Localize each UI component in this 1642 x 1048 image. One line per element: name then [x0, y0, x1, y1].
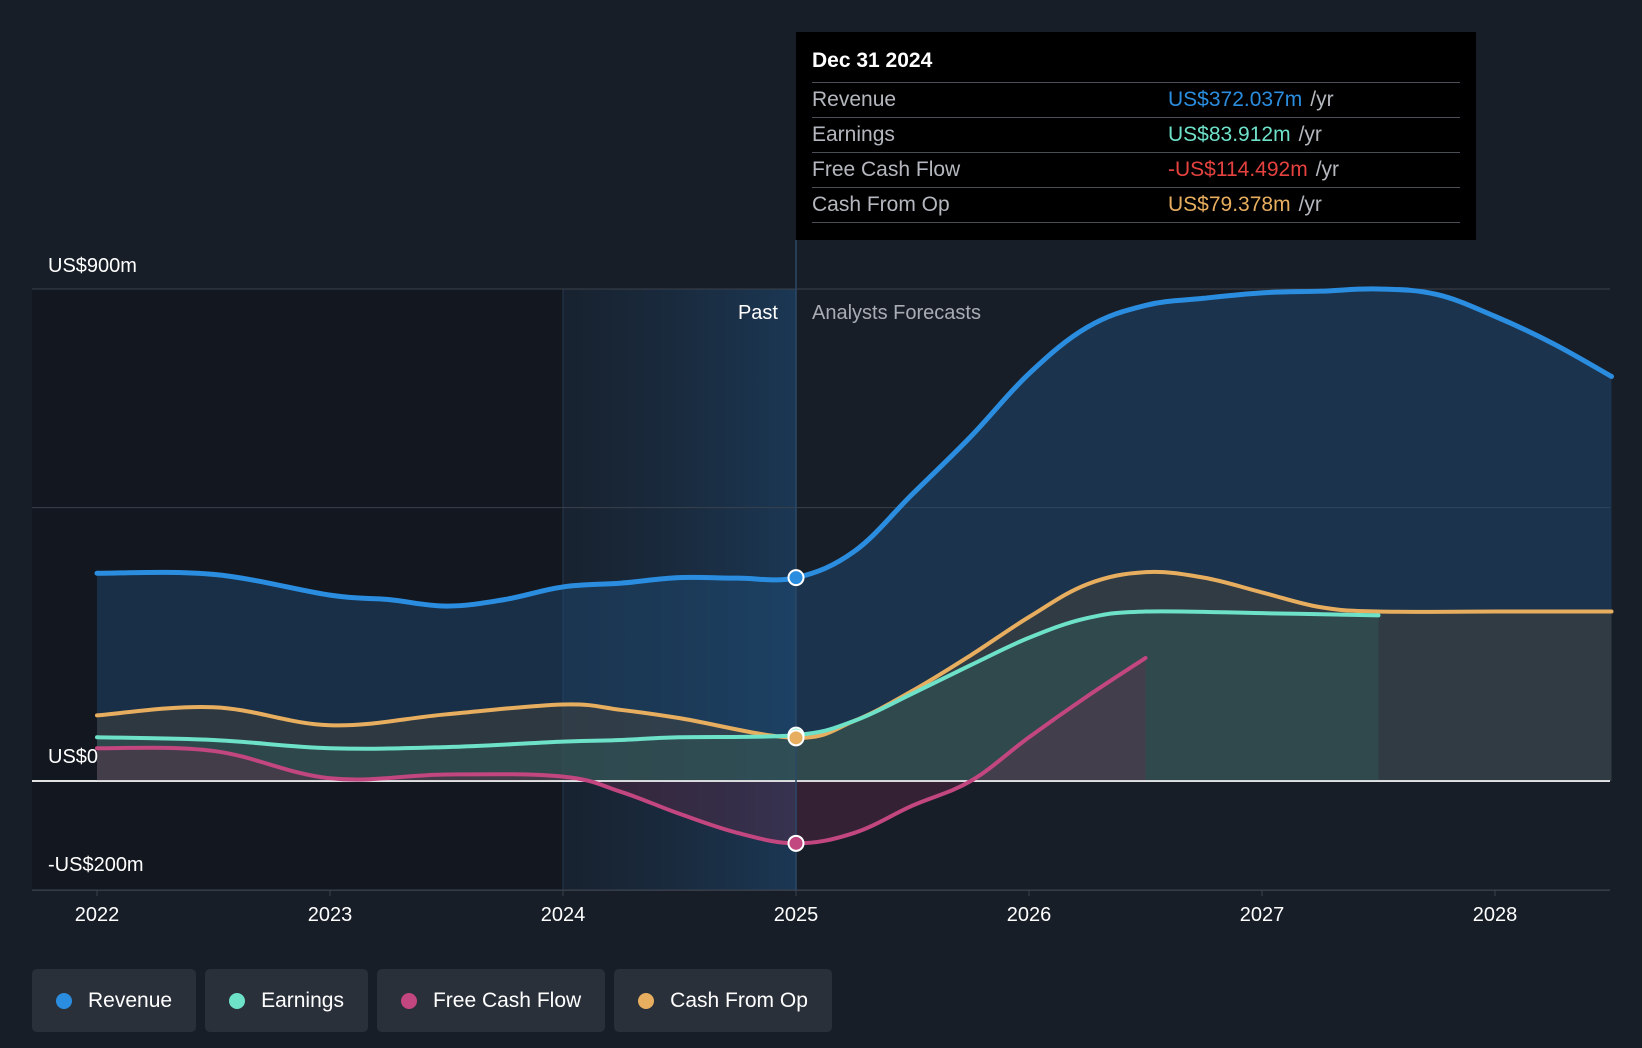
- free-cash-flow-line: [95, 656, 1148, 846]
- x-tick-label: 2024: [541, 904, 586, 926]
- revenue-area: [97, 288, 1612, 781]
- legend-item-free-cash-flow[interactable]: Free Cash Flow: [376, 969, 606, 1032]
- tooltip-date: Dec 31 2024: [812, 49, 933, 72]
- tooltip-unit: /yr: [1310, 88, 1334, 111]
- tooltip-series-name: Earnings: [812, 123, 895, 146]
- tooltip-row: Free Cash Flow -US$114.492m/yr: [812, 152, 1460, 187]
- tooltip-series-value: US$83.912m: [1168, 123, 1291, 146]
- tooltip-row: Earnings US$83.912m/yr: [812, 117, 1460, 152]
- free-cash-flow-area: [97, 658, 1146, 844]
- legend-label: Revenue: [88, 988, 173, 1012]
- cash-from-op-area: [97, 571, 1612, 781]
- tooltip-series-name: Free Cash Flow: [812, 158, 961, 181]
- past-label: Past: [738, 302, 778, 324]
- legend-label: Earnings: [261, 988, 344, 1012]
- x-tick-label: 2026: [1007, 904, 1052, 926]
- tooltip-series-name: Revenue: [812, 88, 897, 111]
- revenue-marker: [787, 569, 805, 587]
- x-tick-label: 2028: [1473, 904, 1518, 926]
- legend-label: Cash From Op: [670, 988, 808, 1012]
- hover-tooltip: Dec 31 2024 Revenue US$372.037m/yr Earning…: [796, 32, 1476, 240]
- tooltip-series-value: US$79.378m: [1168, 193, 1291, 216]
- revenue-line: [94, 286, 1614, 609]
- legend-label: Free Cash Flow: [432, 988, 582, 1012]
- y-axis-label: US$900m: [48, 255, 137, 277]
- legend-dot-icon: [229, 992, 246, 1009]
- free-cash-flow-marker: [787, 834, 805, 852]
- highlight-region: [563, 289, 796, 890]
- legend-item-revenue[interactable]: Revenue: [32, 969, 197, 1032]
- tooltip-series-value: -US$114.492m: [1168, 158, 1308, 181]
- x-tick-label: 2027: [1240, 904, 1285, 926]
- x-tick-label: 2025: [774, 904, 819, 926]
- legend-dot-icon: [400, 992, 417, 1009]
- earnings-line: [95, 609, 1381, 751]
- cash-from-op-line: [95, 569, 1614, 740]
- chart-legend: Revenue Earnings Free Cash Flow Cash From O…: [32, 969, 832, 1032]
- tooltip-unit: /yr: [1298, 123, 1322, 146]
- tooltip-row: Revenue US$372.037m/yr: [812, 82, 1460, 117]
- legend-dot-icon: [56, 992, 72, 1009]
- legend-dot-icon: [638, 992, 655, 1009]
- tooltip-series-name: Cash From Op: [812, 193, 950, 216]
- y-axis-label: US$0: [48, 746, 98, 768]
- tooltip-row: Cash From Op US$79.378m/yr: [812, 187, 1460, 223]
- earnings-area: [97, 611, 1379, 781]
- chart-canvas: Past Analysts Forecasts US$900m US$0 -US$200…: [32, 240, 1614, 926]
- tooltip-unit: /yr: [1298, 193, 1322, 216]
- tooltip-rows: Revenue US$372.037m/yr Earnings US$83.912m /…: [812, 82, 1460, 223]
- x-tick-label: 2023: [308, 904, 353, 926]
- x-tick-label: 2022: [75, 904, 120, 926]
- forecast-label: Analysts Forecasts: [812, 302, 981, 324]
- tooltip-unit: /yr: [1315, 158, 1340, 181]
- tooltip-series-value: US$372.037m: [1168, 88, 1303, 111]
- y-axis-label: -US$200m: [48, 854, 144, 876]
- cash-from-op-marker: [787, 729, 805, 747]
- legend-item-cash-from-op[interactable]: Cash From Op: [614, 969, 832, 1032]
- legend-item-earnings[interactable]: Earnings: [205, 969, 368, 1032]
